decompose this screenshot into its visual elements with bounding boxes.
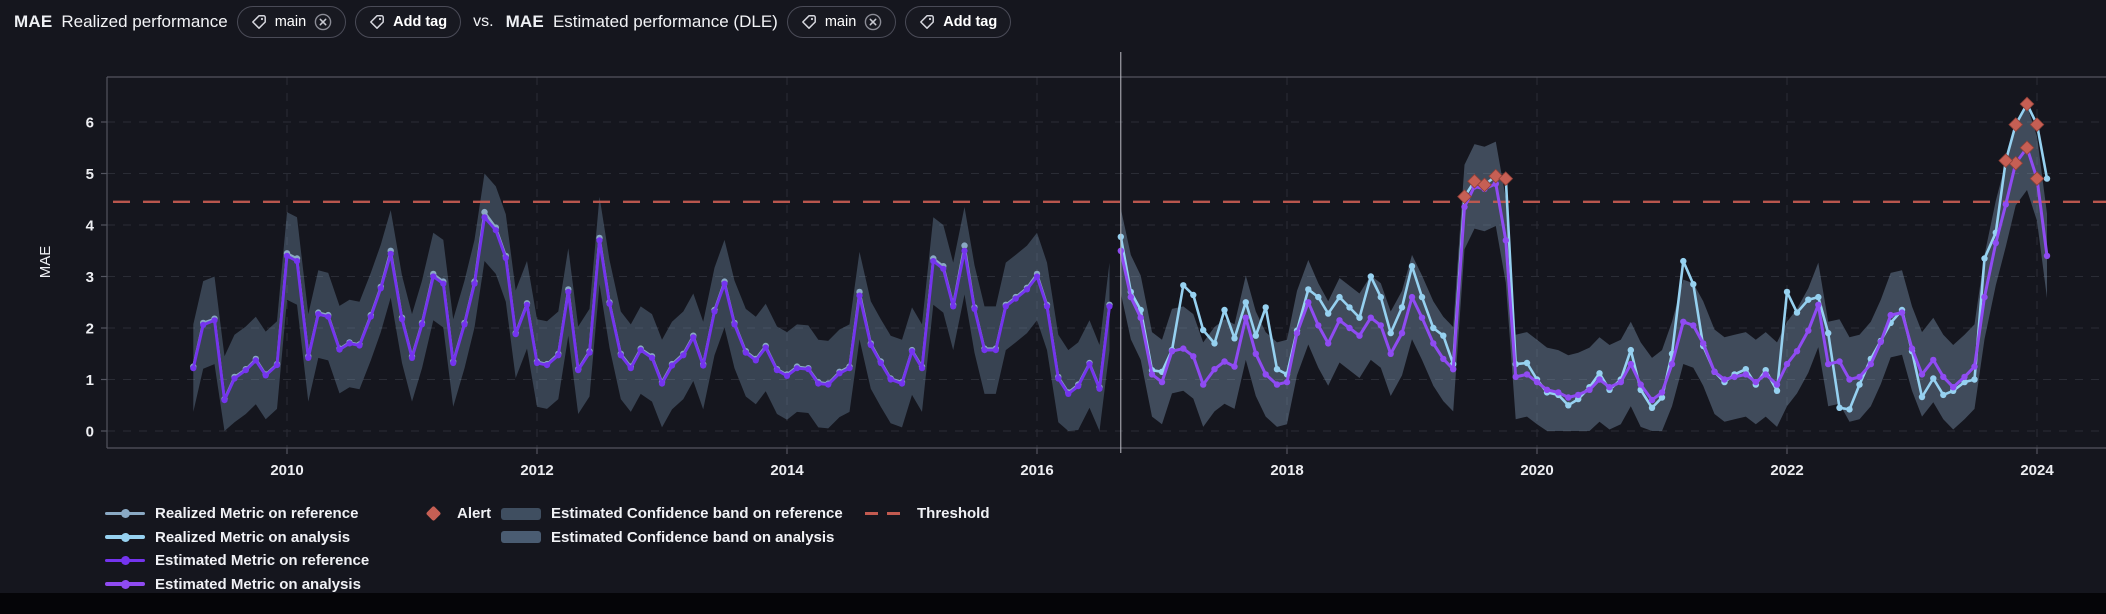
add-tag-label: Add tag	[943, 14, 998, 30]
legend-item-estimated-reference[interactable]: Estimated Metric on reference	[105, 550, 369, 571]
svg-text:2016: 2016	[1020, 462, 1053, 479]
tag-icon	[919, 14, 935, 30]
chart-title-bar: MAE Realized performance main Add tag vs…	[14, 0, 1012, 44]
svg-text:4: 4	[86, 218, 95, 235]
tag-label: main	[824, 14, 857, 30]
svg-text:2: 2	[86, 321, 94, 338]
legend-item-realized-analysis[interactable]: Realized Metric on analysis	[105, 527, 369, 548]
svg-text:0: 0	[86, 424, 94, 441]
legend-alert-column: Alert	[413, 503, 491, 527]
bottom-panel-edge	[0, 593, 2106, 614]
svg-text:6: 6	[86, 115, 94, 132]
realized-analysis-swatch	[105, 532, 145, 542]
left-add-tag-button[interactable]: Add tag	[355, 6, 462, 38]
right-chart-title: Estimated performance (DLE)	[552, 12, 778, 31]
add-tag-label: Add tag	[393, 14, 448, 30]
legend-item-band-reference[interactable]: Estimated Confidence band on reference	[501, 503, 843, 524]
svg-text:2010: 2010	[270, 462, 303, 479]
band-reference-swatch	[501, 507, 541, 520]
remove-tag-button[interactable]	[864, 13, 882, 31]
legend-item-threshold[interactable]: Threshold	[865, 503, 990, 524]
right-metric-name: MAE	[505, 12, 544, 31]
svg-text:2014: 2014	[770, 462, 804, 479]
svg-text:MAE: MAE	[37, 246, 54, 279]
svg-text:2024: 2024	[2020, 462, 2054, 479]
legend-band-column: Estimated Confidence band on reference E…	[501, 503, 843, 550]
legend-item-estimated-analysis[interactable]: Estimated Metric on analysis	[105, 574, 369, 595]
svg-text:1: 1	[86, 372, 94, 389]
svg-text:5: 5	[86, 166, 94, 183]
tag-icon	[801, 14, 817, 30]
svg-text:2020: 2020	[1520, 462, 1553, 479]
right-tag-pill-main[interactable]: main	[786, 6, 897, 38]
legend-item-realized-reference[interactable]: Realized Metric on reference	[105, 503, 369, 524]
legend-metric-column: Realized Metric on reference Realized Me…	[105, 503, 369, 597]
right-add-tag-button[interactable]: Add tag	[905, 6, 1012, 38]
svg-text:2018: 2018	[1270, 462, 1303, 479]
svg-text:3: 3	[86, 269, 94, 286]
tag-icon	[369, 14, 385, 30]
svg-text:2022: 2022	[1770, 462, 1803, 479]
legend-item-alert[interactable]: Alert	[413, 503, 491, 524]
vs-label: vs.	[473, 13, 494, 30]
tag-label: main	[274, 14, 307, 30]
threshold-dash-swatch	[865, 512, 907, 515]
remove-tag-button[interactable]	[314, 13, 332, 31]
estimated-reference-swatch	[105, 556, 145, 565]
left-tag-pill-main[interactable]: main	[236, 6, 347, 38]
band-analysis-swatch	[501, 531, 541, 543]
tag-icon	[251, 14, 267, 30]
realized-reference-swatch	[105, 509, 145, 518]
left-metric-name: MAE	[14, 12, 53, 31]
estimated-analysis-swatch	[105, 579, 145, 589]
left-chart-title: Realized performance	[61, 12, 228, 31]
svg-text:2012: 2012	[520, 462, 553, 479]
legend-threshold-column: Threshold	[865, 503, 990, 527]
legend-item-band-analysis[interactable]: Estimated Confidence band on analysis	[501, 527, 843, 548]
alert-diamond-icon	[425, 505, 442, 522]
